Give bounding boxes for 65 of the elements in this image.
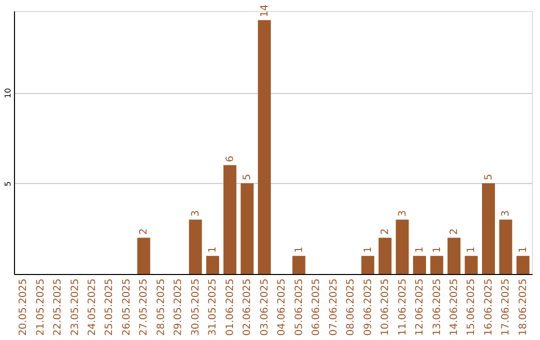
x-tick-label: 18.06.2025	[518, 278, 529, 336]
bar	[206, 256, 220, 274]
data-label: 3	[397, 210, 408, 217]
bar	[430, 256, 444, 274]
bar	[137, 238, 150, 274]
y-tick-label: 10	[4, 88, 12, 98]
data-label: 2	[138, 228, 150, 235]
x-tick-label: 09.06.2025	[362, 278, 374, 336]
bar	[413, 256, 426, 274]
bar	[361, 256, 374, 274]
x-tick-label: 06.06.2025	[311, 278, 322, 336]
bar	[240, 183, 254, 274]
x-tick-label: 12.06.2025	[414, 278, 426, 336]
x-tick-label: 14.06.2025	[449, 278, 460, 336]
x-tick-label: 08.06.2025	[346, 278, 357, 336]
x-tick-label: 01.06.2025	[224, 278, 236, 336]
data-label: 1	[466, 246, 478, 253]
x-tick-label: 31.05.2025	[208, 278, 219, 336]
data-label: 2	[380, 228, 392, 235]
data-label: 3	[190, 210, 202, 217]
x-tick-label: 25.05.2025	[104, 278, 116, 336]
data-label: 5	[242, 174, 254, 180]
x-tick-label: 24.05.2025	[87, 278, 98, 336]
data-label: 5	[483, 174, 494, 180]
data-label: 2	[449, 228, 460, 235]
x-tick-label: 23.05.2025	[70, 278, 81, 336]
x-tick-label: 27.05.2025	[138, 278, 150, 336]
x-tick-label: 04.06.2025	[276, 278, 288, 336]
x-tick-label: 20.05.2025	[18, 278, 30, 336]
x-tick-label: 05.06.2025	[294, 278, 305, 336]
bar	[258, 20, 271, 274]
x-tick-label: 17.06.2025	[500, 278, 512, 336]
bar	[292, 256, 306, 274]
bar	[223, 165, 236, 274]
data-label: 3	[500, 210, 512, 217]
bar	[482, 183, 495, 274]
x-tick-label: 07.06.2025	[328, 278, 340, 336]
bar	[516, 256, 530, 274]
data-label: 6	[224, 156, 236, 162]
bar	[396, 220, 409, 274]
x-tick-label: 13.06.2025	[432, 278, 443, 336]
x-tick-label: 30.05.2025	[190, 278, 202, 336]
x-tick-label: 22.05.2025	[52, 278, 64, 336]
data-label: 1	[518, 246, 529, 253]
bar	[464, 256, 478, 274]
data-label: 1	[414, 246, 426, 253]
x-tick-label: 03.06.2025	[259, 278, 270, 336]
x-tick-label: 29.05.2025	[173, 278, 184, 336]
x-tick-label: 16.06.2025	[483, 278, 494, 336]
x-tick-label: 02.06.2025	[242, 278, 254, 336]
data-label: 14	[259, 4, 270, 18]
data-label: 1	[208, 246, 219, 253]
x-tick-label: 10.06.2025	[380, 278, 392, 336]
x-tick-label: 15.06.2025	[466, 278, 478, 336]
bar	[188, 220, 202, 274]
bar	[448, 238, 460, 274]
x-tick-label: 11.06.2025	[397, 278, 408, 336]
data-label: 1	[362, 246, 374, 253]
x-tick-label: 28.05.2025	[156, 278, 167, 336]
data-label: 1	[432, 246, 443, 253]
x-tick-label: 21.05.2025	[35, 278, 46, 336]
bar	[378, 238, 392, 274]
bar	[499, 220, 512, 274]
data-label: 1	[294, 246, 305, 253]
x-tick-label: 26.05.2025	[121, 278, 132, 336]
